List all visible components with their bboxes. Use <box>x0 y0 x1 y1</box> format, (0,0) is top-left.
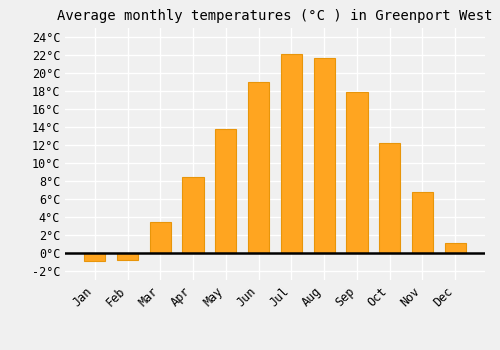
Bar <box>215 129 236 253</box>
Bar <box>280 54 302 253</box>
Bar <box>444 243 466 253</box>
Bar <box>314 58 335 253</box>
Bar <box>182 177 204 253</box>
Bar <box>117 253 138 260</box>
Bar <box>150 222 171 253</box>
Bar <box>412 192 433 253</box>
Title: Average monthly temperatures (°C ) in Greenport West: Average monthly temperatures (°C ) in Gr… <box>57 9 493 23</box>
Bar <box>379 143 400 253</box>
Bar <box>346 92 368 253</box>
Bar <box>248 82 270 253</box>
Bar <box>84 253 106 261</box>
